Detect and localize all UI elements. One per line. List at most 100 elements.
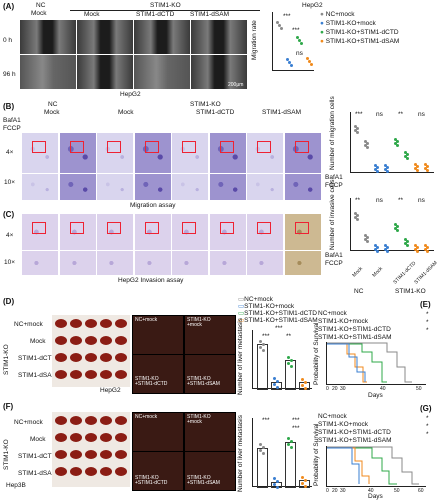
data-point (406, 156, 409, 160)
chart-g-xlabel: Days (368, 493, 383, 500)
f-cell-label: Hep3B (6, 482, 26, 489)
data-point (290, 364, 293, 368)
micrograph-image (209, 251, 246, 275)
zoom-region-box (294, 141, 309, 153)
data-point (424, 162, 427, 166)
micrograph-image (134, 133, 171, 173)
micrograph-image (22, 133, 58, 173)
data-point (424, 248, 427, 252)
f-row-label: STIM1-dSAM (18, 470, 58, 477)
chart-e-xlabel: Days (368, 392, 383, 399)
liver-specimen (85, 450, 97, 459)
liver-specimen (115, 467, 127, 476)
x-tick-label: 20 (332, 386, 338, 392)
sig-label: ns (418, 111, 425, 118)
x-tick-label: 0 (326, 488, 329, 494)
chart-a-title: HepG2 (302, 2, 323, 9)
liver-section-image: NC+mock (132, 315, 184, 355)
wound-image (191, 55, 247, 89)
sig-label: *** (283, 13, 291, 20)
panel-label-b: (B) (3, 102, 15, 111)
x-tick-label: 50 (416, 386, 422, 392)
data-point (366, 239, 369, 243)
liver-specimen (55, 450, 67, 459)
liver-specimen (55, 433, 67, 442)
data-point (414, 162, 417, 166)
liver-specimen (100, 353, 112, 362)
micrograph-image (172, 174, 208, 200)
data-point (394, 226, 397, 230)
data-point (424, 166, 427, 170)
micrograph-image (134, 174, 171, 200)
liver-specimen (85, 319, 97, 328)
data-point (301, 481, 304, 485)
d-vertical-label: STIM1-KO (3, 344, 10, 375)
wound-image (77, 20, 133, 54)
data-point (364, 237, 367, 241)
zoom-region-box (107, 141, 121, 153)
liver-specimen (70, 450, 82, 459)
x-tick-label: 50 (394, 488, 400, 494)
mock-label: Mock (118, 109, 134, 116)
x-tick-label: 30 (340, 386, 346, 392)
group-nc-label: NC (48, 101, 58, 108)
sig-label: ** (286, 333, 292, 340)
sig-label: * (426, 415, 429, 422)
data-point (356, 130, 359, 134)
data-point (273, 477, 276, 481)
legend-item: ● STIM1-KO+STIM1-dSAM (320, 38, 400, 45)
data-point (356, 126, 359, 130)
data-point (356, 213, 359, 217)
liver-specimen (70, 319, 82, 328)
wound-image (77, 55, 133, 89)
f-vertical-label: STIM1-KO (3, 439, 10, 470)
chart-d-ylabel: Number of liver metastasis (237, 318, 244, 395)
group-stim1ko-label: STIM1-KO (190, 101, 221, 108)
sig-label: *** (275, 325, 283, 332)
chart-f-plot (253, 436, 311, 490)
sig-label: ** (355, 197, 361, 204)
panel-label-d: (D) (3, 297, 15, 306)
group-mock-label: Mock (31, 10, 47, 17)
data-point (354, 211, 357, 215)
data-point (364, 140, 367, 144)
sig-label: * (426, 431, 429, 438)
liver-section-image: STIM1-KO +STIM1-dCTD (132, 354, 184, 394)
data-point (364, 144, 367, 148)
sig-label: ns (376, 111, 383, 118)
data-point (259, 339, 262, 343)
x-tick-label: 0 (326, 386, 329, 392)
liver-specimen (70, 370, 82, 379)
x-tick-label: Mock (351, 265, 364, 279)
legend-item: NC+mock (318, 310, 347, 317)
micrograph-image (247, 133, 283, 173)
chart-b-yaxis (350, 112, 351, 172)
data-point (396, 139, 399, 143)
zoom-region-box (32, 141, 46, 153)
data-point (301, 377, 304, 381)
liver-specimen (55, 336, 67, 345)
chart-b-xaxis (350, 172, 434, 173)
invasion-4x-row (22, 214, 322, 250)
legend-item: ▭STIM1-KO+STIM1-dSAM (238, 317, 318, 324)
data-point (273, 483, 276, 487)
data-point (276, 20, 279, 24)
liver-specimen (70, 433, 82, 442)
liver-section-image: STIM1-KO +mock (184, 315, 236, 355)
liver-section-image: STIM1-KO +STIM1-dSAM (184, 451, 236, 491)
migration-10x-row (22, 174, 322, 200)
sig-label: ns (376, 197, 383, 204)
liver-specimen (55, 370, 67, 379)
data-point (259, 449, 262, 453)
liver-specimen (100, 450, 112, 459)
d-row-label: Mock (30, 338, 46, 345)
x-group-label: STIM1-KO (395, 288, 426, 295)
liver-specimen (85, 370, 97, 379)
data-point (416, 246, 419, 250)
dsam-label: STIM1-dSAM (190, 11, 230, 18)
legend-item: STIM1-KO+STIM1-dSAM (318, 437, 392, 444)
group-divider (70, 10, 260, 11)
data-point (262, 348, 265, 352)
zoom-region-box (182, 141, 196, 153)
data-point (426, 164, 429, 168)
